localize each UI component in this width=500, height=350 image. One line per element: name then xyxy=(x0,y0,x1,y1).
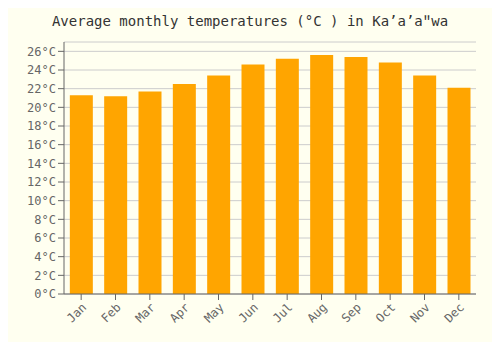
svg-text:18°C: 18°C xyxy=(27,119,56,133)
svg-text:10°C: 10°C xyxy=(27,194,56,208)
svg-text:May: May xyxy=(201,300,226,325)
svg-text:Jan: Jan xyxy=(64,300,89,325)
svg-text:22°C: 22°C xyxy=(27,82,56,96)
svg-text:Oct: Oct xyxy=(373,300,398,325)
svg-text:Aug: Aug xyxy=(304,300,329,325)
svg-text:6°C: 6°C xyxy=(34,231,56,245)
svg-text:Sep: Sep xyxy=(339,300,364,325)
svg-text:Jul: Jul xyxy=(270,300,295,325)
svg-text:Dec: Dec xyxy=(442,300,467,325)
svg-text:2°C: 2°C xyxy=(34,269,56,283)
svg-text:Mar: Mar xyxy=(133,300,158,325)
svg-text:16°C: 16°C xyxy=(27,138,56,152)
svg-text:Feb: Feb xyxy=(98,300,123,325)
svg-text:20°C: 20°C xyxy=(27,101,56,115)
svg-text:14°C: 14°C xyxy=(27,157,56,171)
svg-text:Jun: Jun xyxy=(236,300,261,325)
svg-text:Apr: Apr xyxy=(167,300,192,325)
svg-text:12°C: 12°C xyxy=(27,175,56,189)
svg-text:24°C: 24°C xyxy=(27,63,56,77)
svg-text:0°C: 0°C xyxy=(34,287,56,301)
svg-text:4°C: 4°C xyxy=(34,250,56,264)
svg-text:Nov: Nov xyxy=(407,300,432,325)
svg-text:8°C: 8°C xyxy=(34,213,56,227)
svg-text:26°C: 26°C xyxy=(27,45,56,59)
html-text:Average monthly temperatures (: Average monthly temperatures (°C ) in Ka… xyxy=(51,13,449,29)
